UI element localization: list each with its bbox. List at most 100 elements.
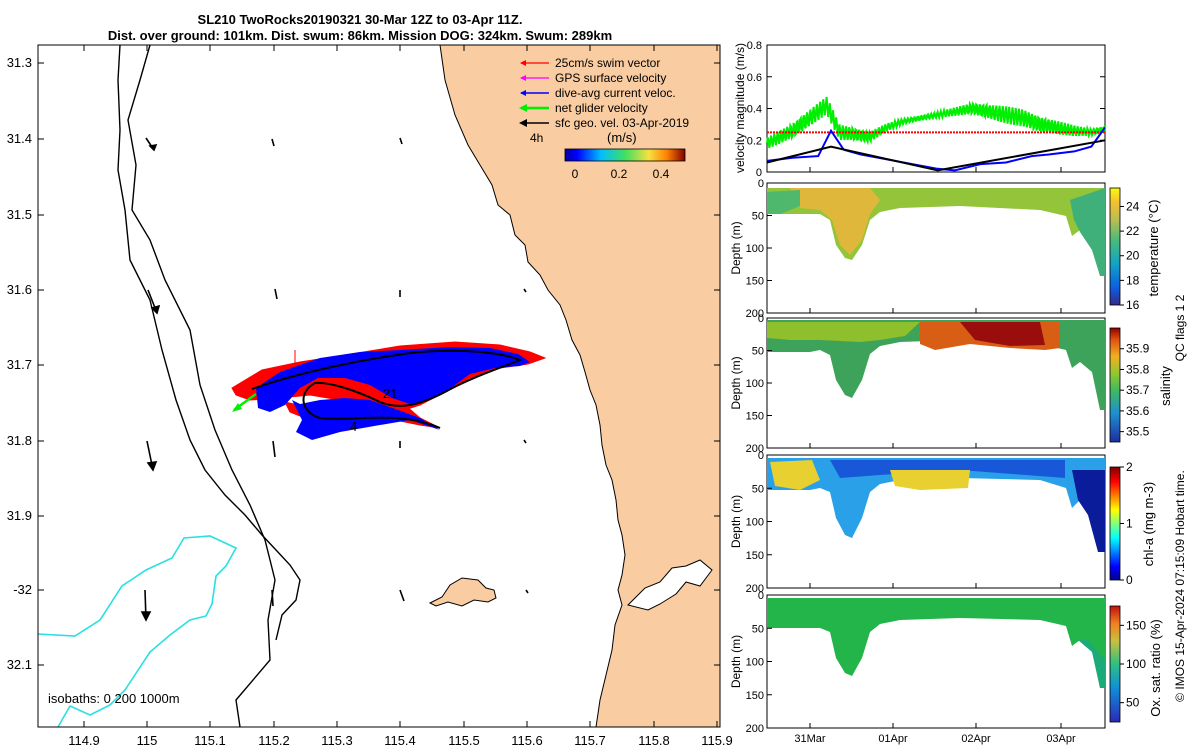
- colorbar-tick-label: 0: [1126, 573, 1133, 587]
- colorbar-tick-label: 24: [1126, 199, 1140, 213]
- map-panel: 21 4 114.9 115 115.1 115.2 115.3 115.4 115.5 11…: [7, 44, 733, 748]
- velocity-series: [766, 96, 1106, 172]
- lat-tick-label: 32.1: [7, 657, 32, 672]
- lon-tick-label: 115.1: [194, 733, 226, 748]
- velocity-ytick-label: 0: [756, 167, 762, 179]
- oxygen-deep: [1078, 640, 1105, 688]
- colorbar-tick-label: 150: [1126, 618, 1146, 632]
- lon-tick-label: 115.7: [574, 733, 606, 748]
- speed-tick-0: 0: [572, 167, 579, 181]
- depth-axis-label: Depth (m): [729, 356, 743, 409]
- colorbar-tick-label: 50: [1126, 696, 1140, 710]
- track-label-4: 4: [350, 419, 357, 434]
- colorbar-tick-label: 22: [1126, 224, 1140, 238]
- oxygen-panel: [766, 594, 1106, 729]
- hour-label: 4h: [530, 131, 543, 145]
- speed-unit-label: (m/s): [607, 130, 637, 145]
- island: [428, 577, 497, 607]
- lat-tick-label: 31.8: [7, 433, 32, 448]
- lon-tick-label: 115.8: [638, 733, 670, 748]
- lon-tick-label: 115.3: [321, 733, 353, 748]
- colorbar-tick-label: 35.7: [1126, 383, 1150, 397]
- depth-tick-label: 150: [746, 411, 764, 423]
- legend-swim: 25cm/s swim vector: [520, 56, 660, 70]
- date-tick-label: 02Apr: [961, 733, 991, 745]
- temperature-panel: [766, 182, 1106, 314]
- speed-colorbar: [564, 148, 686, 162]
- date-tick-label: 03Apr: [1046, 733, 1076, 745]
- velocity-ytick-label: 0.6: [747, 72, 762, 84]
- lat-tick-label: -32: [13, 582, 32, 597]
- depth-tick-label: 50: [752, 211, 764, 223]
- lon-tick-label: 115.5: [448, 733, 480, 748]
- salinity-panel: [766, 317, 1106, 449]
- velocity-ytick-label: 0.8: [747, 40, 762, 52]
- velocity-ytick-label: 0.2: [747, 135, 762, 147]
- map-legend: 25cm/s swim vector GPS surface velocity …: [519, 56, 689, 181]
- velocity-panel: 0 0.2 0.4 0.6 0.8 velocity magnitude (m/s): [733, 40, 1106, 179]
- depth-tick-label: 50: [752, 483, 764, 495]
- chl-surface-low: [830, 460, 1065, 478]
- temperature-cool-deep: [1070, 188, 1105, 276]
- chl-deep-low: [1072, 470, 1105, 552]
- oxygen-label: Ox. sat. ratio (%): [1148, 619, 1163, 717]
- legend-label-geo: sfc geo. vel. 03-Apr-2019: [555, 116, 689, 130]
- colorbar-tick-label: 35.8: [1126, 362, 1150, 376]
- chl-field: [767, 458, 1105, 552]
- track-label-21: 21: [383, 386, 397, 401]
- colorbar-tick-label: 35.6: [1126, 404, 1150, 418]
- section-axis-ticks: 0 50 100 150 200 Depth (m) 0 50 100 150 200 Depth (…: [729, 167, 1076, 745]
- depth-tick-label: 200: [746, 443, 764, 455]
- depth-tick-label: 100: [746, 517, 764, 529]
- depth-tick-label: 100: [746, 243, 764, 255]
- colorbar-tick-label: 20: [1126, 249, 1140, 263]
- qc-flags-label: QC flags 1 2: [1173, 294, 1187, 361]
- legend-gps: GPS surface velocity: [520, 71, 666, 85]
- velocity-series-net: [766, 96, 1106, 149]
- oxygen-colorbar: [1109, 605, 1121, 723]
- salinity-mid: [767, 322, 920, 342]
- isobath-1000m: [117, 45, 301, 641]
- legend-label-swim: 25cm/s swim vector: [555, 56, 660, 70]
- estuary: [627, 559, 713, 611]
- depth-tick-label: 50: [752, 346, 764, 358]
- depth-tick-label: 0: [758, 178, 764, 190]
- geostrophic-vectors: [140, 137, 529, 622]
- speed-tick-1: 0.2: [611, 167, 628, 181]
- depth-tick-label: 100: [746, 657, 764, 669]
- salinity-colorbar: [1109, 327, 1121, 443]
- chart-title: SL210 TwoRocks20190321 30-Mar 12Z to 03-…: [197, 12, 523, 27]
- depth-tick-label: 0: [758, 450, 764, 462]
- colorbar-tick-label: 2: [1126, 460, 1133, 474]
- legend-label-current: dive-avg current veloc.: [555, 86, 676, 100]
- lat-tick-label: 31.9: [7, 508, 32, 523]
- depth-tick-label: 200: [746, 308, 764, 320]
- lon-tick-label: 115: [137, 733, 158, 748]
- depth-tick-label: 200: [746, 583, 764, 595]
- depth-axis-label: Depth (m): [729, 495, 743, 548]
- depth-axis-label: Depth (m): [729, 635, 743, 688]
- chart-subtitle: Dist. over ground: 101km. Dist. swum: 86…: [107, 28, 613, 43]
- date-tick-label: 31Mar: [794, 733, 826, 745]
- footer-copyright: © IMOS 15-Apr-2024 07:15:09 Hobart time.: [1173, 470, 1187, 702]
- temperature-warm-layer: [790, 188, 880, 255]
- legend-label-net: net glider velocity: [555, 101, 648, 115]
- depth-axis-label: Depth (m): [729, 221, 743, 274]
- lon-tick-label: 115.6: [511, 733, 543, 748]
- colorbar-tick-label: 35.9: [1126, 342, 1150, 356]
- lon-tick-label: 115.4: [384, 733, 416, 748]
- colorbar-tick-label: 18: [1126, 273, 1140, 287]
- lon-tick-label: 115.2: [258, 733, 290, 748]
- depth-tick-label: 0: [758, 590, 764, 602]
- velocity-ylabel: velocity magnitude (m/s): [733, 43, 747, 173]
- isobaths-label: isobaths: 0 200 1000m: [48, 691, 180, 706]
- legend-geo: sfc geo. vel. 03-Apr-2019: [519, 116, 689, 130]
- chl-high-patches: [770, 460, 970, 490]
- legend-current: dive-avg current veloc.: [520, 86, 676, 100]
- chl-panel: [766, 454, 1106, 589]
- lon-tick-label: 115.9: [701, 733, 733, 748]
- depth-tick-label: 0: [758, 313, 764, 325]
- temperature-colorbar: [1109, 187, 1121, 306]
- salinity-label: salinity: [1158, 366, 1173, 406]
